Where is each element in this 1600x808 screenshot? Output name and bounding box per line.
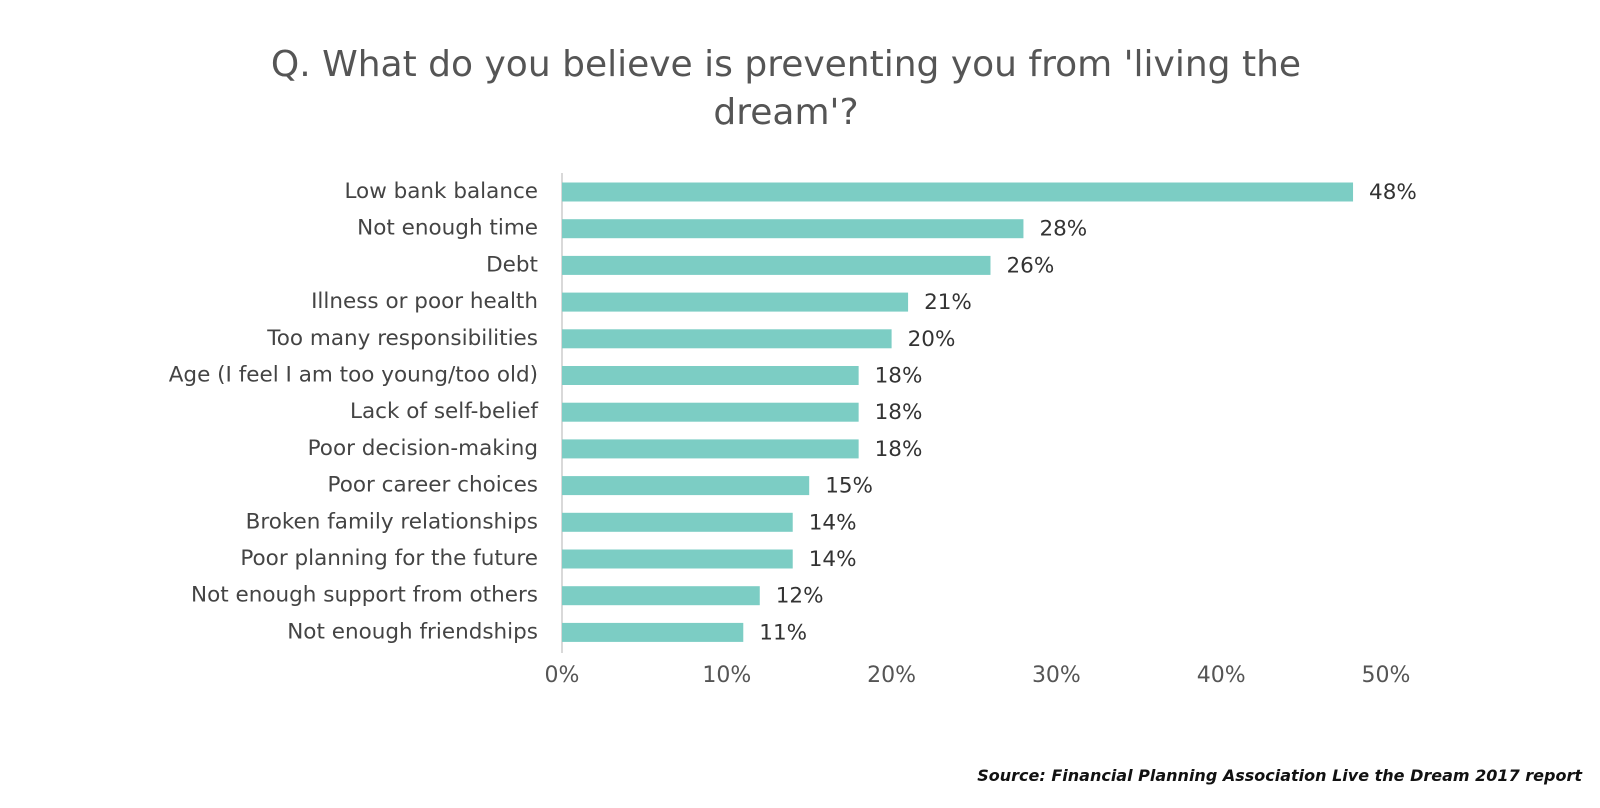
value-label: 18%: [875, 400, 923, 425]
bar-broken-family-relationships: [562, 512, 793, 532]
category-label: Poor planning for the future: [240, 546, 538, 571]
category-labels-group: Low bank balance Not enough time Debt Illne…: [169, 179, 539, 644]
bar-low-bank-balance: [562, 182, 1354, 202]
value-label: 20%: [908, 327, 956, 352]
category-label: Not enough support from others: [191, 583, 538, 608]
category-label: Poor career choices: [328, 473, 539, 498]
bar-poor-planning-for-the-future: [562, 549, 793, 569]
x-tick-label: 40%: [1197, 663, 1246, 688]
bar-not-enough-time: [562, 219, 1024, 239]
x-axis-ticks: 0% 10% 20% 30% 40% 50%: [545, 663, 1411, 688]
category-label: Not enough friendships: [287, 619, 538, 644]
chart-title-line-1: Q. What do you believe is preventing you…: [271, 44, 1301, 85]
bar-not-enough-support-from-others: [562, 586, 760, 606]
value-labels-group: 48%28%26%21%20%18%18%18%15%14%14%12%11%: [759, 180, 1417, 645]
bar-debt: [562, 255, 991, 275]
bars-group: [562, 182, 1354, 642]
chart-title-line-2: dream'?: [713, 92, 858, 133]
value-label: 48%: [1369, 180, 1417, 205]
x-tick-label: 50%: [1362, 663, 1411, 688]
bar-poor-career-choices: [562, 476, 810, 496]
category-label: Lack of self-belief: [350, 399, 538, 424]
value-label: 14%: [809, 510, 857, 535]
value-label: 18%: [875, 437, 923, 462]
bar-illness-or-poor-health: [562, 292, 909, 312]
value-label: 11%: [759, 620, 807, 645]
category-label: Too many responsibilities: [266, 326, 538, 351]
value-label: 12%: [776, 584, 824, 609]
x-tick-label: 0%: [545, 663, 580, 688]
category-label: Illness or poor health: [311, 289, 538, 314]
x-tick-label: 20%: [867, 663, 916, 688]
x-tick-label: 10%: [702, 663, 751, 688]
value-label: 18%: [875, 364, 923, 389]
source-note: Source: Financial Planning Association L…: [977, 766, 1583, 785]
bar-poor-decision-making: [562, 439, 859, 459]
value-label: 15%: [825, 474, 873, 499]
category-label: Low bank balance: [344, 179, 538, 204]
bar-not-enough-friendships: [562, 622, 744, 642]
category-label: Not enough time: [357, 216, 538, 241]
category-label: Broken family relationships: [246, 509, 538, 534]
value-label: 26%: [1006, 253, 1054, 278]
value-label: 21%: [924, 290, 972, 315]
category-label: Debt: [486, 252, 538, 277]
bar-too-many-responsibilities: [562, 329, 892, 349]
value-label: 28%: [1039, 217, 1087, 242]
bar-lack-of-self-belief: [562, 402, 859, 422]
bar-age-i-feel-i-am-too-young-too-old: [562, 366, 859, 385]
x-tick-label: 30%: [1032, 663, 1081, 688]
category-label: Poor decision-making: [308, 436, 538, 461]
value-label: 14%: [809, 547, 857, 572]
category-label: Age (I feel I am too young/too old): [169, 363, 538, 388]
